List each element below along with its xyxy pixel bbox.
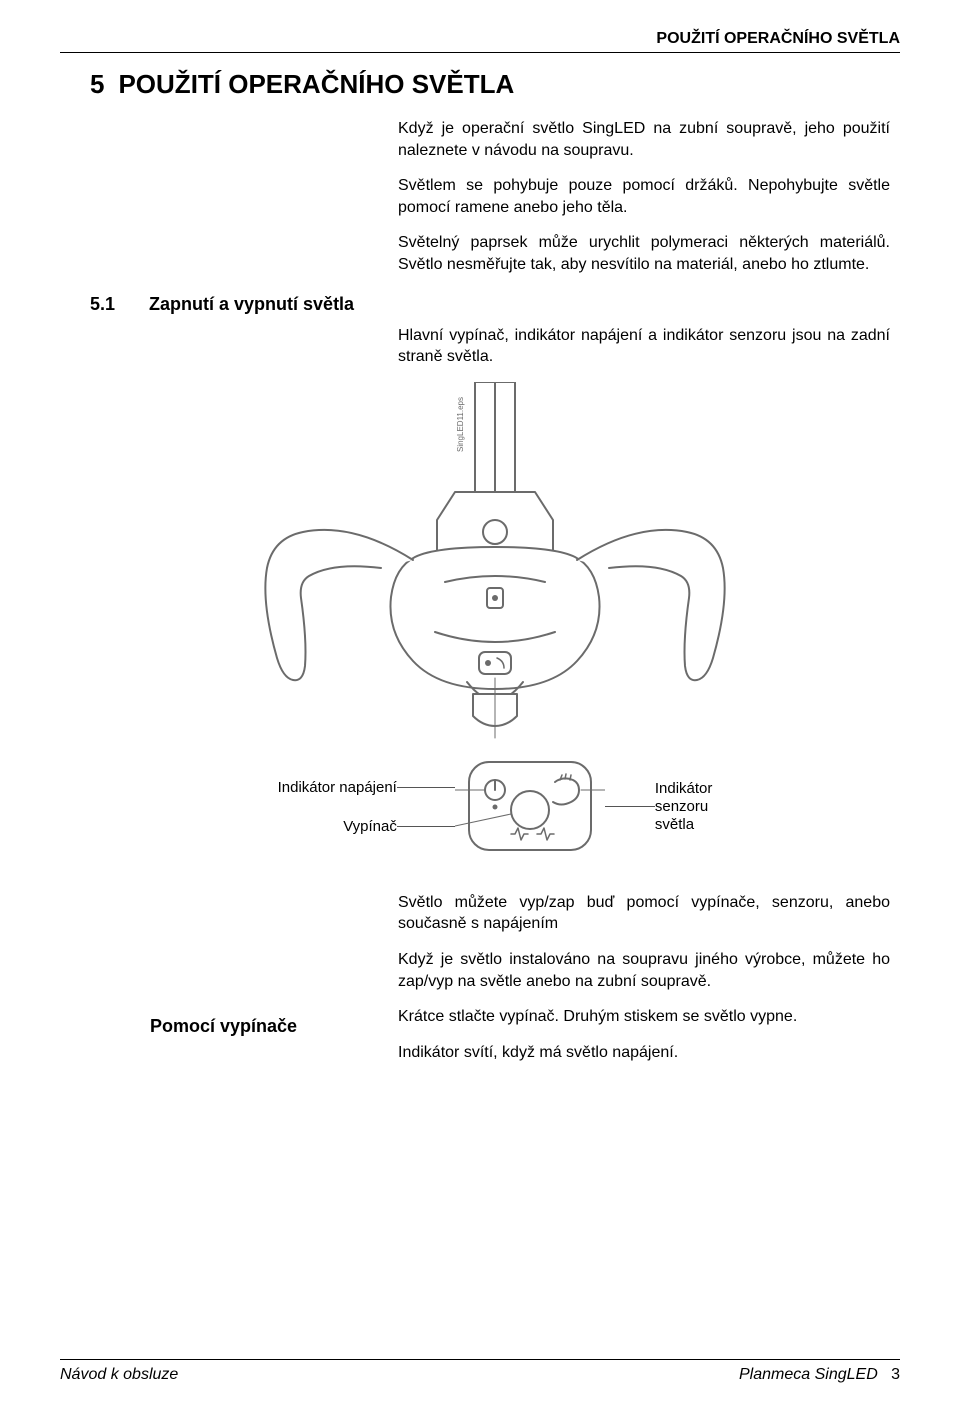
device-figure: SingLED11.eps <box>90 382 900 742</box>
label-sensor-indicator: Indikátor senzoru světla <box>655 780 713 834</box>
subsection-lead: Hlavní vypínač, indikátor napájení a ind… <box>398 325 890 368</box>
body-paragraphs: Světlo můžete vyp/zap buď pomocí vypínač… <box>398 892 890 992</box>
intro-block: Když je operační světlo SingLED na zubní… <box>398 118 890 276</box>
callout-line <box>397 787 455 788</box>
footer-page: 3 <box>891 1366 900 1383</box>
body-para-2: Když je světlo instalováno na soupravu j… <box>398 949 890 992</box>
label-switch-text: Vypínač <box>343 818 397 835</box>
label-power-indicator-text: Indikátor napájení <box>278 779 397 796</box>
control-panel-svg <box>455 752 605 862</box>
subsection-number: 5.1 <box>90 294 115 315</box>
subsection-title: Zapnutí a vypnutí světla <box>149 294 354 315</box>
label-sensor-l1: Indikátor <box>655 780 713 798</box>
footer-product: Planmeca SingLED <box>739 1366 878 1383</box>
switch-subsection: Pomocí vypínače Krátce stlačte vypínač. … <box>90 1006 900 1077</box>
switch-para-2: Indikátor svítí, když má světlo napájení… <box>398 1042 890 1064</box>
section-heading: 5 POUŽITÍ OPERAČNÍHO SVĚTLA <box>90 69 900 100</box>
label-sensor-l2: senzoru <box>655 798 713 816</box>
control-panel-figure: Indikátor napájení Vypínač <box>90 752 900 862</box>
footer-left: Návod k obsluze <box>60 1366 178 1384</box>
switch-para-1: Krátce stlačte vypínač. Druhým stiskem s… <box>398 1006 890 1028</box>
device-svg: SingLED11.eps <box>235 382 755 742</box>
page-footer: Návod k obsluze Planmeca SingLED 3 <box>60 1359 900 1384</box>
intro-para-2: Světlem se pohybuje pouze pomocí držáků.… <box>398 175 890 218</box>
section-number: 5 <box>90 69 104 100</box>
subsection-heading: 5.1 Zapnutí a vypnutí světla <box>90 294 900 315</box>
figure-filename-label: SingLED11.eps <box>456 397 465 452</box>
body-para-1: Světlo můžete vyp/zap buď pomocí vypínač… <box>398 892 890 935</box>
label-switch: Vypínač <box>343 818 455 835</box>
intro-para-3: Světelný paprsek může urychlit polymerac… <box>398 232 890 275</box>
callout-line <box>605 806 655 807</box>
switch-heading: Pomocí vypínače <box>150 1016 398 1037</box>
callout-line <box>397 826 455 827</box>
footer-right: Planmeca SingLED 3 <box>739 1366 900 1384</box>
label-sensor-l3: světla <box>655 816 713 834</box>
label-power-indicator: Indikátor napájení <box>278 779 455 796</box>
panel-right-labels: Indikátor senzoru světla <box>605 780 713 834</box>
intro-para-1: Když je operační světlo SingLED na zubní… <box>398 118 890 161</box>
panel-left-labels: Indikátor napájení Vypínač <box>278 779 455 835</box>
subsection-lead-block: Hlavní vypínač, indikátor napájení a ind… <box>398 325 890 368</box>
page-content: 5 POUŽITÍ OPERAČNÍHO SVĚTLA Když je oper… <box>60 69 900 1077</box>
section-title: POUŽITÍ OPERAČNÍHO SVĚTLA <box>118 69 514 100</box>
running-header: POUŽITÍ OPERAČNÍHO SVĚTLA <box>60 30 900 53</box>
